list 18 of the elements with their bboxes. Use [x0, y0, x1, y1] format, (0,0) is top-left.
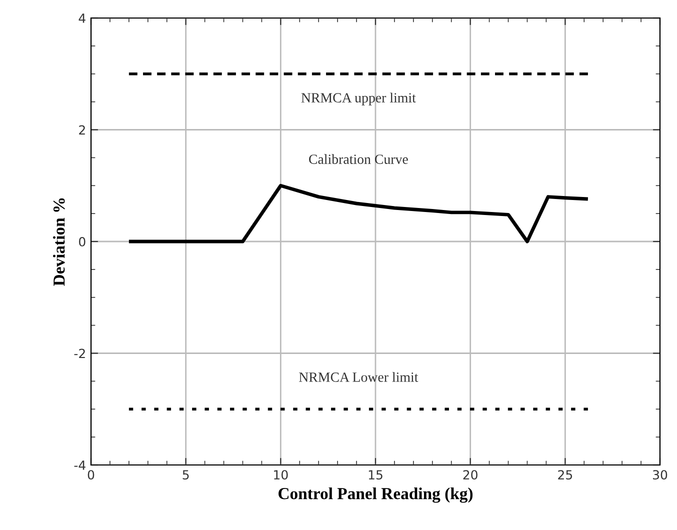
x-axis-title: Control Panel Reading (kg) [278, 488, 473, 503]
x-tick-label: 25 [558, 470, 572, 480]
y-tick-label: 0 [79, 236, 86, 246]
x-tick-label: 0 [88, 470, 94, 480]
y-tick-label: -4 [74, 460, 86, 470]
text: Calibration Curve [309, 154, 408, 164]
series-label: NRMCA upper limit [301, 92, 416, 106]
y-axis-title: Deviation % [53, 198, 65, 286]
y-tick-label: 4 [78, 14, 86, 23]
series-label: NRMCA Lower limit [299, 372, 418, 382]
x-tick-label: 15 [368, 470, 382, 480]
x-tick-label: 20 [463, 470, 478, 480]
x-tick-label: 30 [653, 470, 668, 480]
y-tick-label: 2 [79, 125, 85, 134]
x-tick-label: 5 [182, 470, 189, 480]
y-tick-label: -2 [74, 348, 85, 358]
x-tick-label: 10 [274, 470, 288, 480]
line-series [127, 184, 590, 244]
